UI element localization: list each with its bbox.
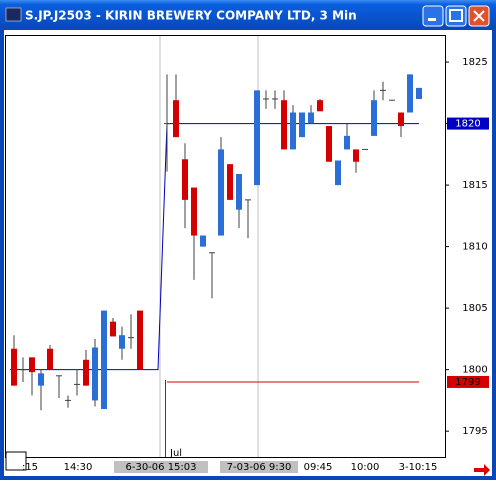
close-button[interactable] bbox=[468, 5, 490, 27]
y-tick-label: 1825 bbox=[462, 57, 487, 68]
y-tick-label: 1795 bbox=[462, 426, 487, 437]
y-tick-label: 1815 bbox=[462, 180, 487, 191]
scroll-arrow[interactable] bbox=[474, 464, 490, 476]
price-marker-label: 1799 bbox=[455, 377, 480, 388]
x-label: 14:30 bbox=[64, 462, 93, 473]
x-label: 10:00 bbox=[351, 462, 380, 473]
minimize-button[interactable] bbox=[422, 5, 444, 27]
candle-body bbox=[299, 112, 305, 138]
title-bar bbox=[0, 0, 496, 30]
candle-body bbox=[353, 149, 359, 162]
indicator-line bbox=[10, 123, 419, 371]
candle-body bbox=[398, 112, 404, 127]
candle-body bbox=[47, 348, 53, 370]
candle-body bbox=[38, 373, 44, 386]
candle-body bbox=[236, 174, 242, 210]
plot-frame bbox=[5, 35, 446, 458]
x-label: 3-10:15 bbox=[399, 462, 438, 473]
candle-body bbox=[173, 100, 179, 138]
app-icon bbox=[5, 7, 22, 22]
x-label: 6-30-06 15:03 bbox=[125, 462, 196, 473]
x-label: 09:45 bbox=[304, 462, 333, 473]
candle-body bbox=[218, 149, 224, 236]
candle-body bbox=[83, 359, 89, 386]
y-tick-label: 1800 bbox=[462, 365, 487, 376]
candle-body bbox=[119, 335, 125, 349]
candle-body bbox=[254, 90, 260, 186]
candle-body bbox=[11, 348, 17, 386]
candle-body bbox=[317, 100, 323, 112]
price-marker bbox=[447, 375, 489, 388]
price-marker-label: 1820 bbox=[455, 119, 480, 130]
date-box bbox=[220, 461, 298, 473]
candle-body bbox=[416, 87, 422, 99]
candle-body bbox=[371, 100, 377, 136]
candle-body bbox=[290, 112, 296, 150]
candle-body bbox=[344, 135, 350, 150]
candle-body bbox=[137, 310, 143, 370]
window-title: S.JP.J2503 - KIRIN BREWERY COMPANY LTD, … bbox=[25, 9, 357, 23]
candle-body bbox=[407, 74, 413, 113]
maximize-button[interactable] bbox=[445, 5, 467, 27]
candle-body bbox=[110, 321, 116, 337]
candle-body bbox=[101, 310, 107, 410]
x-label: :15 bbox=[22, 462, 38, 473]
candle-body bbox=[227, 164, 233, 200]
x-label: 7-03-06 9:30 bbox=[227, 462, 292, 473]
candle-body bbox=[182, 159, 188, 200]
y-tick-label: 1810 bbox=[462, 242, 487, 253]
candle-body bbox=[191, 187, 197, 236]
candle-body bbox=[335, 160, 341, 186]
candle-body bbox=[308, 112, 314, 124]
price-marker bbox=[447, 117, 489, 130]
candle-body bbox=[29, 357, 35, 373]
candle-body bbox=[200, 235, 206, 247]
corner-box bbox=[5, 451, 27, 471]
y-tick-label: 1805 bbox=[462, 303, 487, 314]
candle-body bbox=[326, 126, 332, 162]
candle-body bbox=[281, 100, 287, 150]
annotation: Jul bbox=[169, 448, 182, 459]
date-box bbox=[114, 461, 208, 473]
candle-body bbox=[92, 347, 98, 401]
